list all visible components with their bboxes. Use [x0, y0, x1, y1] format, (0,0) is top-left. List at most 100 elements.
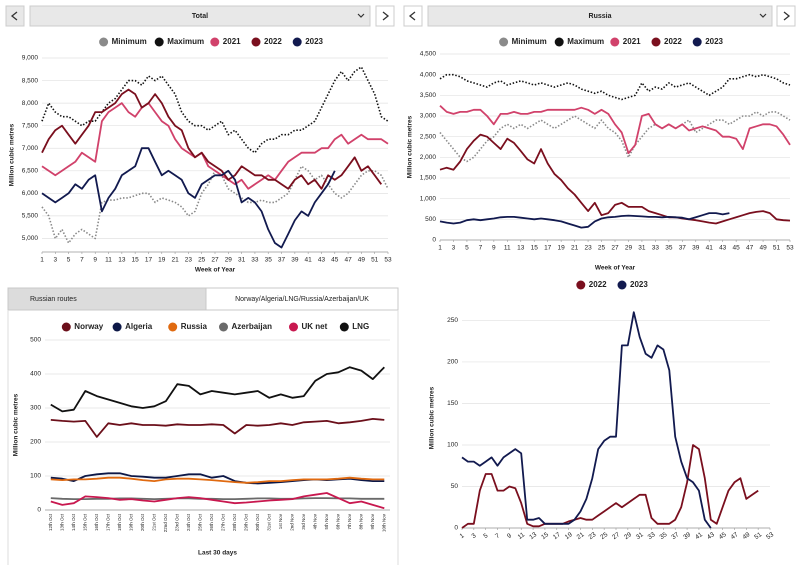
x-tick-label: 17 [145, 257, 153, 264]
x-tick-label: 25 [599, 531, 609, 541]
x-tick-label: 9 [506, 532, 513, 540]
legend-label: 2023 [630, 280, 648, 289]
next-button[interactable] [776, 5, 796, 27]
y-axis-label: Million cubic metres [407, 115, 414, 178]
x-tick-label: 7 [479, 245, 483, 252]
legend-label: Azerbaijan [232, 322, 273, 331]
x-tick-label: 25th Oct [197, 513, 202, 531]
series-line [50, 366, 385, 413]
prev-button[interactable] [5, 5, 25, 27]
x-tick-label: 33 [647, 531, 657, 541]
x-tick-label: 9th Nov [370, 513, 375, 529]
x-tick-label: 23 [587, 531, 597, 541]
legend-marker [112, 322, 122, 332]
x-tick-label: 19 [558, 245, 566, 252]
x-tick-label: 1 [438, 245, 442, 252]
chevron [759, 13, 767, 18]
legend-marker [692, 37, 702, 47]
tab-label: Norway/Algeria/LNG/Russia/Azerbaijan/UK [235, 296, 369, 303]
y-tick-label: 9,000 [22, 55, 39, 62]
x-tick-label: 4th Nov [312, 513, 317, 529]
y-tick-label: 8,000 [22, 100, 39, 107]
chevron [357, 13, 365, 18]
legend-label: Russia [181, 322, 208, 331]
legend-marker [99, 37, 109, 47]
tab-active[interactable] [205, 287, 399, 311]
y-tick-label: 50 [451, 483, 459, 490]
tab-label: Russian routes [30, 296, 77, 303]
legend-marker [339, 322, 349, 332]
legend-marker [576, 280, 586, 290]
selector[interactable] [427, 5, 773, 27]
x-tick-label: 22nd Oct [163, 513, 168, 532]
y-tick-label: 5,500 [22, 213, 39, 220]
next-button[interactable] [375, 5, 395, 27]
x-tick-label: 27 [611, 245, 619, 252]
x-tick-label: 25 [598, 245, 606, 252]
x-tick-label: 41 [694, 531, 704, 541]
x-tick-label: 19th Oct [128, 513, 133, 531]
x-tick-label: 7 [80, 257, 84, 264]
series-line [41, 147, 336, 249]
legend-marker [168, 322, 178, 332]
series-line [50, 418, 385, 438]
y-tick-label: 8,500 [22, 77, 39, 84]
x-tick-label: 31st Oct [266, 513, 271, 531]
series-line [41, 165, 389, 244]
x-tick-label: 53 [765, 531, 775, 541]
y-tick-label: 200 [30, 439, 41, 446]
x-tick-label: 3 [452, 245, 456, 252]
x-tick-label: 35 [659, 531, 669, 541]
x-tick-label: 53 [384, 257, 392, 264]
legend-label: Algeria [125, 322, 153, 331]
x-tick-label: 21 [571, 245, 579, 252]
series-line [439, 133, 791, 225]
x-tick-label: 27 [611, 531, 621, 541]
y-tick-label: 200 [447, 359, 458, 366]
x-tick-label: 45 [331, 257, 339, 264]
x-tick-label: 39 [291, 257, 299, 264]
x-tick-label: 15 [540, 531, 550, 541]
x-tick-label: 31 [638, 245, 646, 252]
y-tick-label: 4,500 [420, 51, 437, 58]
y-tick-label: 150 [447, 400, 458, 407]
x-tick-label: 16th Oct [94, 513, 99, 531]
x-tick-label: 37 [670, 531, 680, 541]
y-tick-label: 100 [30, 473, 41, 480]
x-tick-label: 5 [67, 257, 71, 264]
prev-button[interactable] [403, 5, 423, 27]
legend-label: 2022 [664, 37, 682, 46]
series-line [439, 105, 791, 155]
legend-marker [610, 37, 620, 47]
x-tick-label: 5 [482, 532, 489, 540]
y-tick-label: 6,000 [22, 190, 39, 197]
x-tick-label: 29th Oct [243, 513, 248, 531]
x-tick-label: 12th Oct [48, 513, 53, 531]
y-tick-label: 2,500 [420, 133, 437, 140]
y-tick-label: 1,000 [420, 195, 437, 202]
x-tick-label: 39 [692, 245, 700, 252]
series-line [439, 111, 791, 163]
x-tick-label: 7 [494, 532, 501, 540]
legend-marker [292, 37, 302, 47]
legend-label: LNG [352, 322, 369, 331]
y-axis-label: Million cubic metres [429, 386, 436, 449]
x-tick-label: 39 [682, 531, 692, 541]
y-tick-label: 100 [447, 442, 458, 449]
x-tick-label: 17th Oct [105, 513, 110, 531]
legend-label: UK net [302, 322, 328, 331]
x-tick-label: 17 [544, 245, 552, 252]
x-tick-label: 27th Oct [220, 513, 225, 531]
selector[interactable] [29, 5, 371, 27]
y-axis-label: Million cubic metres [9, 123, 16, 186]
x-tick-label: 53 [786, 245, 794, 252]
x-tick-label: 37 [278, 257, 286, 264]
x-tick-label: 49 [741, 531, 751, 541]
x-tick-label: 45 [733, 245, 741, 252]
y-tick-label: 6,500 [22, 168, 39, 175]
x-tick-label: 49 [759, 245, 767, 252]
x-tick-label: 11 [517, 531, 527, 541]
legend-label: Norway [74, 322, 103, 331]
x-tick-label: 14th Oct [71, 513, 76, 531]
x-tick-label: 43 [318, 257, 326, 264]
